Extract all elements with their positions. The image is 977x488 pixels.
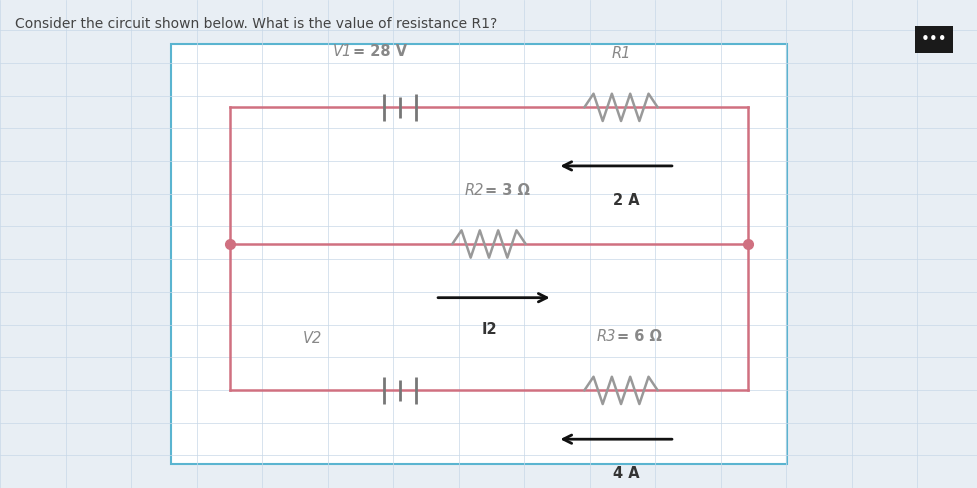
Text: •••: ••• [919,32,947,47]
Text: R3: R3 [596,329,616,344]
Text: 4 A: 4 A [612,466,639,481]
Text: R1: R1 [611,46,630,61]
Text: = 28 V: = 28 V [353,43,406,59]
Text: Consider the circuit shown below. What is the value of resistance R1?: Consider the circuit shown below. What i… [15,17,496,31]
Text: I2: I2 [481,322,496,337]
Text: R2: R2 [464,183,484,198]
Text: = 6 Ω: = 6 Ω [616,329,661,344]
Text: V1: V1 [332,43,352,59]
Text: = 3 Ω: = 3 Ω [485,183,530,198]
Text: 2 A: 2 A [612,193,639,208]
Text: V2: V2 [303,331,322,346]
